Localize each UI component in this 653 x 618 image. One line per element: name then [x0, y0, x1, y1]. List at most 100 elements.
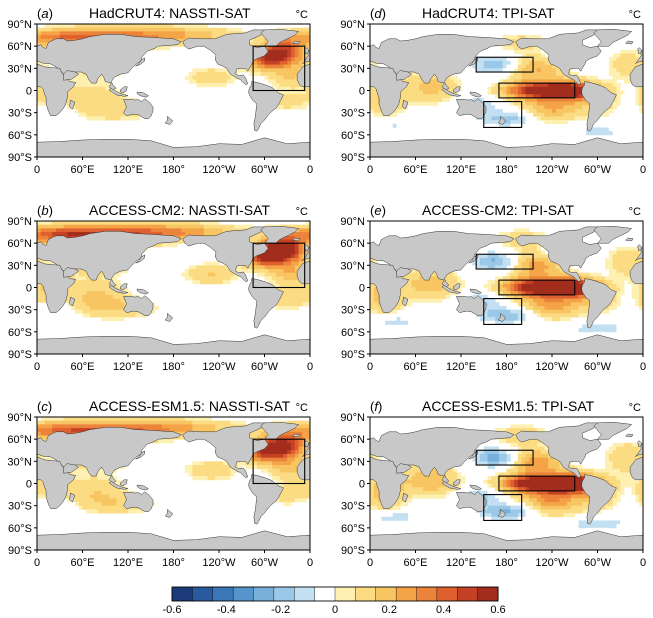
lat-tick-label: 0: [26, 479, 32, 491]
index-box: [498, 475, 576, 492]
land-iceland: [625, 433, 634, 438]
land-eurasia: [635, 242, 643, 262]
lat-tick-label: 90°N: [7, 216, 32, 228]
unit-label: °C: [296, 206, 308, 218]
colorbar: -0.6 -0.4 -0.2 0 0.2 0.4 0.6: [163, 586, 506, 616]
land-africa: [629, 63, 643, 88]
land-iceland: [292, 237, 301, 242]
land-uk: [637, 440, 642, 447]
land-antarctica: [370, 530, 643, 550]
land-samerica: [248, 474, 284, 525]
map-panel-b: (b) ACCESS-CM2: NASSTI-SAT °C 90°N 60°N 30°N 0…: [7, 202, 313, 373]
land-africa: [370, 63, 410, 116]
land-africa: [296, 260, 310, 285]
land-newzealand: [164, 508, 174, 518]
colorbar-tick-label: -0.4: [217, 604, 236, 616]
lon-tick-label: 0: [34, 361, 40, 373]
colorbar-swatch: [273, 586, 295, 602]
panel-title: (d) HadCRUT4: TPI-SAT: [370, 5, 555, 21]
land-antarctica: [37, 530, 310, 550]
land-eurasia: [635, 45, 643, 65]
land-uk: [365, 441, 369, 447]
colorbar-swatch: [334, 586, 356, 602]
lat-tick-label: 90°S: [341, 349, 365, 361]
colorbar-swatch: [416, 586, 438, 602]
land-africa: [296, 63, 310, 88]
index-box: [475, 56, 534, 73]
lat-tick-label: 30°N: [340, 260, 365, 272]
index-box: [475, 449, 534, 466]
land-indonesia: [441, 284, 462, 294]
land-greenland: [260, 225, 300, 244]
lat-tick-label: 90°S: [8, 349, 32, 361]
land-africa: [370, 260, 410, 313]
land-madagascar: [69, 492, 76, 503]
land-masses: [37, 28, 310, 157]
map-area: [370, 221, 643, 354]
colorbar-tick-label: -0.6: [163, 604, 182, 616]
lat-tick-label: 90°S: [8, 152, 32, 164]
colorbar-swatch: [294, 586, 316, 602]
lon-tick-label: 120°W: [535, 557, 569, 569]
lat-tick-label: 60°N: [7, 238, 32, 250]
lon-tick-label: 0: [640, 164, 646, 176]
land-samerica: [248, 81, 284, 132]
panel-title: (b) ACCESS-CM2: NASSTI-SAT: [37, 202, 270, 218]
lon-tick-label: 120°W: [535, 361, 569, 373]
map-area: [37, 417, 310, 550]
colorbar-swatch: [171, 586, 193, 602]
colorbar-swatch: [395, 586, 418, 602]
index-box: [252, 45, 306, 92]
lat-tick-label: 0: [359, 86, 365, 98]
lon-tick-label: 0: [307, 164, 313, 176]
land-africa: [629, 456, 643, 481]
unit-label: °C: [629, 9, 641, 21]
land-africa: [629, 260, 643, 285]
lon-tick-label: 60°E: [404, 361, 428, 373]
index-box: [498, 279, 576, 296]
lat-tick-label: 30°S: [8, 108, 32, 120]
lat-tick-label: 30°N: [7, 260, 32, 272]
land-iceland: [625, 237, 634, 242]
land-newzealand: [164, 115, 174, 125]
unit-label: °C: [629, 402, 641, 414]
land-newguinea: [469, 91, 482, 98]
land-indonesia: [108, 87, 129, 97]
land-masses: [370, 225, 643, 354]
land-borneo: [453, 283, 461, 290]
lat-tick-label: 90°N: [340, 412, 365, 424]
land-australia: [123, 295, 154, 316]
lon-tick-label: 120°E: [446, 557, 476, 569]
lat-tick-label: 30°N: [7, 63, 32, 75]
lat-tick-label: 0: [26, 86, 32, 98]
lat-tick-label: 60°S: [8, 130, 32, 142]
map-area: [37, 221, 310, 354]
land-indonesia: [108, 284, 129, 294]
lon-tick-label: 120°W: [202, 361, 236, 373]
land-greenland: [593, 225, 633, 244]
colorbar-swatch: [457, 586, 479, 602]
colorbar-tick-label: 0.4: [436, 604, 451, 616]
map-area: [370, 24, 643, 157]
index-boxes: [252, 242, 306, 289]
land-eurasia: [302, 242, 310, 262]
lon-tick-label: 180°: [495, 164, 518, 176]
lon-tick-label: 0: [307, 361, 313, 373]
lon-tick-label: 120°W: [535, 164, 569, 176]
land-arabia: [63, 267, 80, 278]
lon-tick-label: 60°W: [584, 164, 612, 176]
lat-tick-label: 0: [359, 479, 365, 491]
land-borneo: [120, 479, 128, 486]
index-box: [252, 242, 306, 289]
land-eurasia: [302, 438, 310, 458]
land-indonesia: [108, 480, 129, 490]
lon-tick-label: 60°W: [584, 361, 612, 373]
lon-tick-label: 0: [640, 361, 646, 373]
land-newguinea: [469, 288, 482, 295]
lon-tick-label: 120°E: [446, 361, 476, 373]
lat-tick-label: 30°N: [340, 63, 365, 75]
colorbar-swatch: [232, 586, 255, 602]
lat-tick-label: 0: [359, 283, 365, 295]
index-boxes: [252, 45, 306, 92]
land-newguinea: [469, 484, 482, 491]
